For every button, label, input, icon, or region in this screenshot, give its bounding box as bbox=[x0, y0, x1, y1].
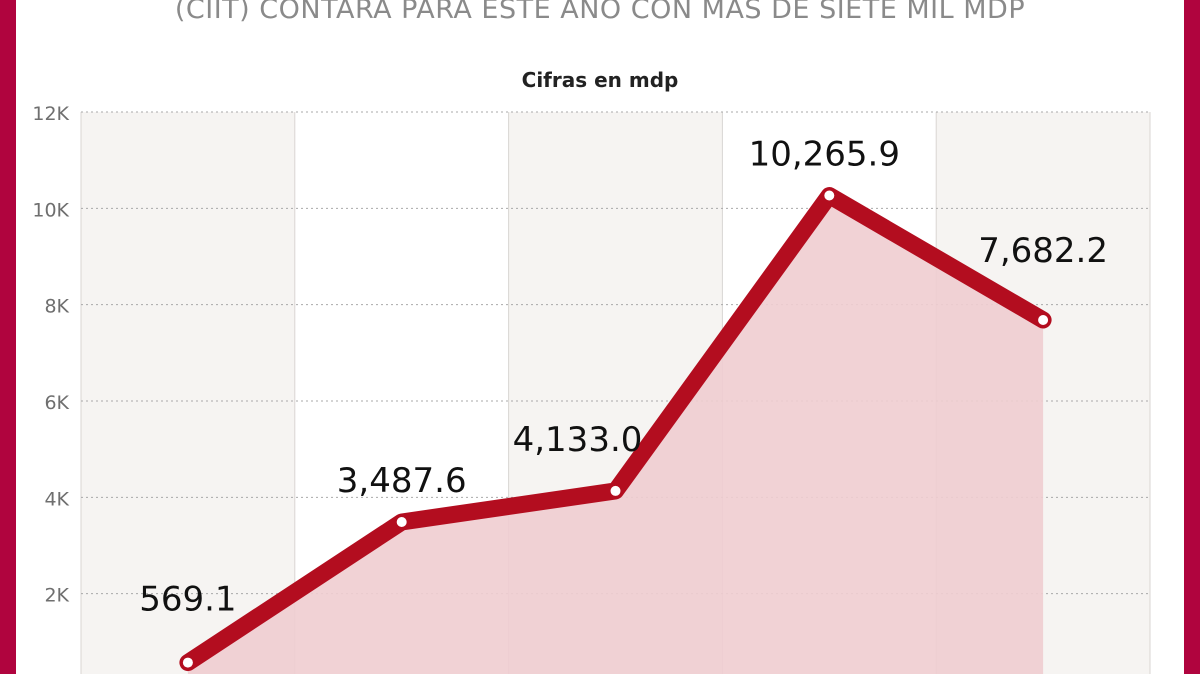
area-fill bbox=[187, 195, 1044, 674]
y-tick-label: 12K bbox=[32, 103, 69, 125]
data-label: 569.1 bbox=[139, 580, 236, 620]
data-point bbox=[1038, 314, 1049, 325]
data-point bbox=[182, 657, 193, 668]
data-point bbox=[396, 517, 407, 528]
data-point bbox=[610, 485, 621, 496]
headline: (CIIT) CONTARÁ PARA ESTE AÑO CON MÁS DE … bbox=[174, 0, 1026, 25]
data-label: 4,133.0 bbox=[513, 420, 643, 460]
chart-title: Cifras en mdp bbox=[521, 68, 679, 92]
y-tick-label: 2K bbox=[44, 585, 69, 607]
y-tick-label: 6K bbox=[44, 392, 69, 414]
data-label: 3,487.6 bbox=[337, 461, 467, 501]
y-tick-label: 4K bbox=[44, 488, 69, 510]
data-point bbox=[824, 190, 835, 201]
column-band bbox=[81, 112, 295, 674]
y-tick-label: 8K bbox=[44, 296, 69, 318]
y-tick-label: 10K bbox=[32, 199, 69, 221]
data-label: 7,682.2 bbox=[978, 231, 1108, 271]
data-label: 10,265.9 bbox=[749, 135, 900, 175]
